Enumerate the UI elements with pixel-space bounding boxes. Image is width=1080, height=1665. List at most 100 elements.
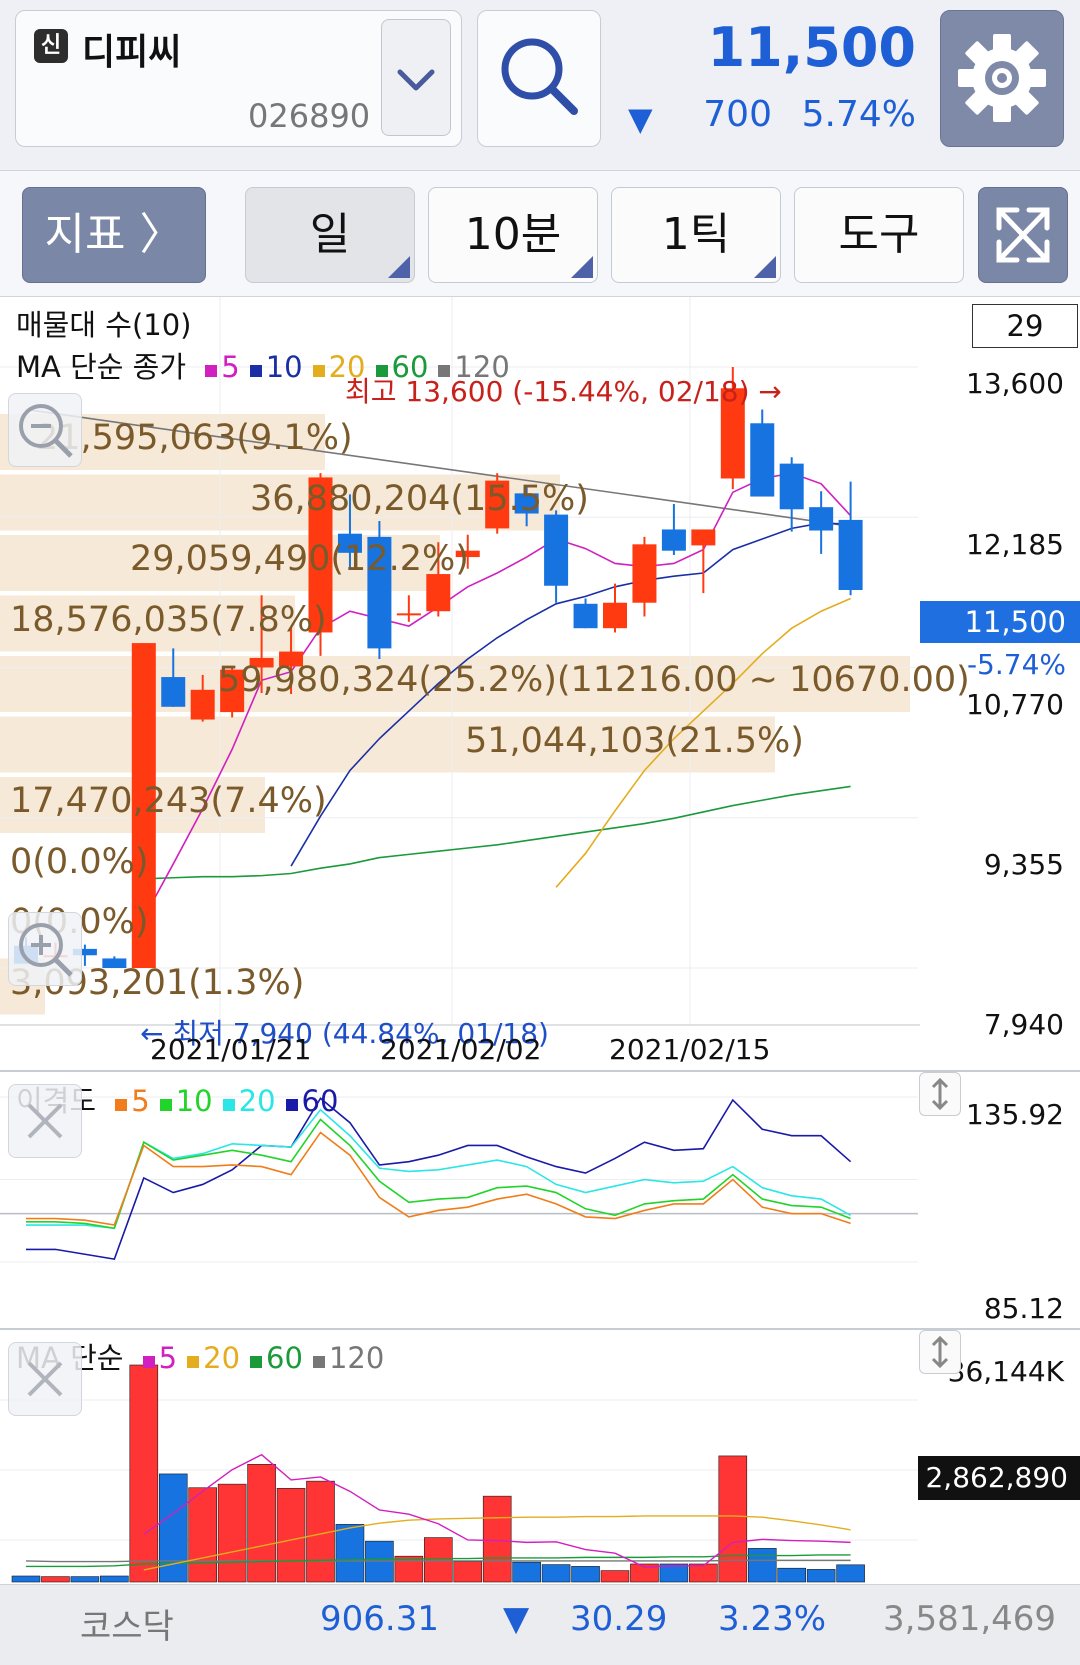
market-name: 코스닥 xyxy=(80,1607,174,1647)
legend-label: 20 xyxy=(238,1084,276,1118)
candle xyxy=(249,595,274,693)
volume-profile-bar xyxy=(0,474,560,531)
period-minute-button[interactable]: 10분 xyxy=(428,187,598,283)
stock-selector[interactable]: 신 디피씨 026890 xyxy=(15,10,462,147)
volume-profile-bar xyxy=(0,716,775,773)
volume-profile-label: 0(0.0%) xyxy=(10,841,149,882)
candle xyxy=(750,409,775,497)
fullscreen-button[interactable] xyxy=(978,187,1068,283)
search-button[interactable] xyxy=(477,10,601,147)
candle xyxy=(779,457,804,532)
stock-name: 디피씨 xyxy=(82,32,182,73)
zoom-out-icon xyxy=(19,404,73,458)
current-volume-tag: 2,862,890 xyxy=(918,1456,1080,1500)
disparity-20-line xyxy=(26,1108,851,1230)
legend-label: 10 xyxy=(175,1084,213,1118)
ma-legend-title: MA 단순 종가 xyxy=(16,350,187,384)
volume-bar xyxy=(335,1524,365,1583)
volume-profile-title: 매물대 수(10) xyxy=(16,308,192,342)
volume-profile-bar xyxy=(0,595,295,652)
panel-divider xyxy=(0,1070,1080,1072)
candle xyxy=(220,666,245,718)
settings-button[interactable] xyxy=(940,10,1064,147)
candle xyxy=(131,643,156,968)
disparity-5-line xyxy=(26,1131,851,1226)
legend-label: 60 xyxy=(266,1341,303,1375)
current-price-tag: 11,500 xyxy=(920,601,1080,643)
legend-swatch xyxy=(187,1356,200,1368)
candle xyxy=(102,956,127,968)
zoom-in-icon xyxy=(19,923,73,977)
period-minute-label: 10분 xyxy=(464,209,562,260)
date-label: 2021/01/21 xyxy=(150,1033,312,1066)
disparity-legend-items: 5 10 20 60 xyxy=(105,1084,338,1118)
y-label: 13,600 xyxy=(966,367,1064,400)
volume-profile-label: 36,880,204(15.5%) xyxy=(250,478,589,519)
candlesticks xyxy=(14,367,863,968)
candle xyxy=(455,534,480,569)
expand-icon xyxy=(996,207,1050,263)
candle xyxy=(720,367,745,490)
volume-bar xyxy=(217,1483,247,1583)
credit-badge: 신 xyxy=(34,29,68,63)
volume-bar xyxy=(512,1561,541,1583)
volume-bar xyxy=(806,1569,836,1583)
volume-chart[interactable] xyxy=(0,1330,1080,1584)
price-chart[interactable] xyxy=(0,297,1080,1067)
legend-swatch xyxy=(438,365,451,377)
period-tick-button[interactable]: 1틱 xyxy=(611,187,781,283)
legend-swatch xyxy=(249,365,262,377)
stock-code: 026890 xyxy=(248,97,371,135)
period-day-button[interactable]: 일 xyxy=(245,187,415,283)
zoom-out-button[interactable] xyxy=(8,393,82,467)
legend-swatch xyxy=(222,1099,235,1111)
tools-button[interactable]: 도구 xyxy=(794,187,964,283)
legend-swatch xyxy=(312,365,325,377)
price-change: 700 xyxy=(703,94,772,135)
volume-legend-items: 5 20 60 120 xyxy=(133,1341,384,1375)
legend-label: 5 xyxy=(131,1084,150,1118)
candle xyxy=(632,536,657,617)
volume-bar xyxy=(129,1364,159,1583)
resize-volume-button[interactable] xyxy=(919,1330,961,1374)
close-disparity-button[interactable] xyxy=(8,1084,82,1158)
volume-profile-label: 29,059,490(12.2%) xyxy=(130,539,469,579)
candle xyxy=(426,542,451,617)
legend-swatch xyxy=(312,1356,325,1368)
price-change-percent: 5.74% xyxy=(801,94,916,135)
candle xyxy=(573,598,598,629)
ma10-line xyxy=(290,522,851,867)
resize-disparity-button[interactable] xyxy=(919,1072,961,1116)
disparity-chart[interactable] xyxy=(0,1072,1080,1326)
search-icon xyxy=(501,38,578,115)
candle xyxy=(809,491,834,554)
y-label: 10,770 xyxy=(966,688,1064,721)
volume-bar xyxy=(689,1563,718,1583)
legend-swatch xyxy=(159,1099,172,1111)
candle xyxy=(308,473,333,656)
volume-ma5-line xyxy=(143,1453,851,1568)
candle xyxy=(838,481,863,596)
volume-bar xyxy=(70,1576,100,1583)
market-index-bar[interactable]: 코스닥 906.31 ▼ 30.29 3.23% 3,581,469 xyxy=(0,1584,1080,1665)
zoom-in-button[interactable] xyxy=(8,912,82,986)
gear-icon xyxy=(958,34,1046,122)
stock-dropdown-button[interactable] xyxy=(381,19,451,136)
legend-swatch xyxy=(285,1099,298,1111)
volume-bar xyxy=(423,1537,453,1583)
candle xyxy=(367,520,392,660)
volume-bar xyxy=(188,1487,217,1583)
period-day-label: 일 xyxy=(309,209,351,260)
close-volume-button[interactable] xyxy=(8,1342,82,1416)
ma120-line xyxy=(25,408,851,528)
volume-bar xyxy=(100,1575,129,1583)
low-annotation: ← 최저 7,940 (44.84%, 01/18) xyxy=(140,1017,549,1050)
disparity-grid xyxy=(0,1096,918,1263)
current-price-tag-percent: -5.74% xyxy=(966,648,1066,681)
volume-bar xyxy=(718,1455,748,1583)
indicator-button[interactable]: 지표 〉 xyxy=(22,187,206,283)
legend-label: 20 xyxy=(203,1341,241,1375)
date-label: 2021/02/15 xyxy=(609,1033,771,1066)
disparity-lines xyxy=(26,1097,852,1261)
candle-count-box[interactable]: 29 xyxy=(972,304,1078,348)
